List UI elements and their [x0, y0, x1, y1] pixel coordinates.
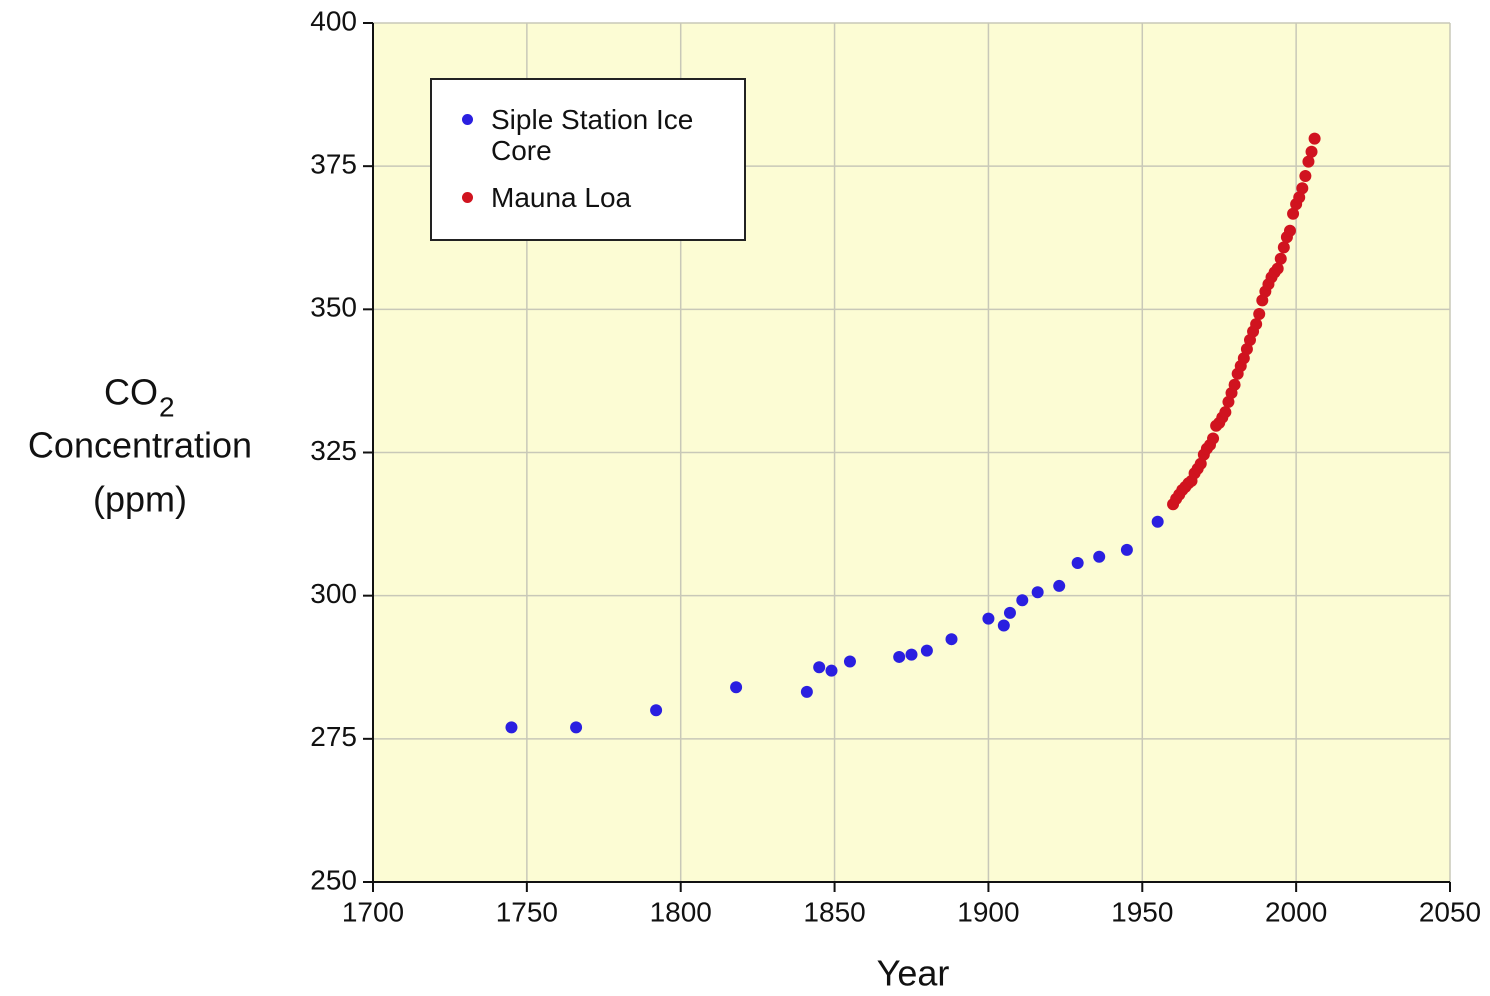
x-tick-label: 1850: [803, 896, 865, 927]
x-tick-label: 1950: [1111, 896, 1173, 927]
y-tick-label: 375: [310, 149, 357, 180]
point: [1250, 318, 1263, 331]
y-tick-label: 275: [310, 721, 357, 752]
point: [1302, 155, 1315, 168]
point: [945, 633, 958, 646]
point: [1003, 606, 1016, 619]
point: [1296, 182, 1309, 195]
point: [1299, 170, 1312, 183]
point: [800, 685, 813, 698]
x-tick-label: 2000: [1265, 896, 1327, 927]
point: [813, 661, 826, 674]
point: [1287, 207, 1300, 220]
point: [905, 648, 918, 661]
x-tick-label: 1700: [342, 896, 404, 927]
point: [1031, 586, 1044, 599]
point: [1194, 457, 1207, 470]
point: [1283, 224, 1296, 237]
x-tick-label: 1900: [957, 896, 1019, 927]
legend-entry: Siple Station Ice Core: [458, 104, 734, 166]
legend-entry: Mauna Loa: [458, 182, 734, 213]
point: [1293, 191, 1306, 204]
x-axis-title: Year: [877, 953, 950, 994]
point: [1308, 132, 1321, 145]
point: [570, 721, 583, 734]
point: [1151, 515, 1164, 528]
point: [825, 664, 838, 677]
y-tick-label: 300: [310, 578, 357, 609]
point: [893, 650, 906, 663]
legend-marker: [462, 114, 473, 125]
point: [730, 681, 743, 694]
y-axis-title-subscript: 2: [159, 391, 175, 422]
x-tick-label: 2050: [1419, 896, 1481, 927]
point: [1277, 241, 1290, 254]
y-tick-label: 325: [310, 435, 357, 466]
point: [1016, 594, 1029, 607]
y-axis-title: Concentration: [28, 425, 252, 466]
point: [1071, 557, 1084, 570]
point: [1253, 307, 1266, 320]
point: [1271, 262, 1284, 275]
legend-label: Mauna Loa: [491, 182, 632, 213]
y-tick-label: 400: [310, 5, 357, 36]
point: [505, 721, 518, 734]
point: [1053, 579, 1066, 592]
point: [1207, 432, 1220, 445]
point: [1305, 145, 1318, 158]
y-tick-label: 250: [310, 864, 357, 895]
point: [982, 612, 995, 625]
points: [505, 132, 1321, 734]
legend: Siple Station Ice Core Mauna Loa: [430, 78, 746, 241]
point: [843, 655, 856, 668]
legend-marker: [462, 192, 473, 203]
point: [1219, 406, 1232, 419]
x-tick-label: 1750: [496, 896, 558, 927]
point: [997, 619, 1010, 632]
y-axis-title: CO: [104, 372, 158, 413]
point: [650, 704, 663, 717]
y-axis-title: (ppm): [93, 479, 187, 520]
point: [920, 644, 933, 657]
x-tick-label: 1800: [650, 896, 712, 927]
point: [1093, 550, 1106, 563]
point: [1237, 352, 1250, 365]
point: [1240, 343, 1253, 356]
y-tick-label: 350: [310, 292, 357, 323]
point: [1120, 543, 1133, 556]
point: [1228, 378, 1241, 391]
legend-label: Siple Station Ice Core: [491, 104, 694, 166]
point: [1274, 252, 1287, 265]
